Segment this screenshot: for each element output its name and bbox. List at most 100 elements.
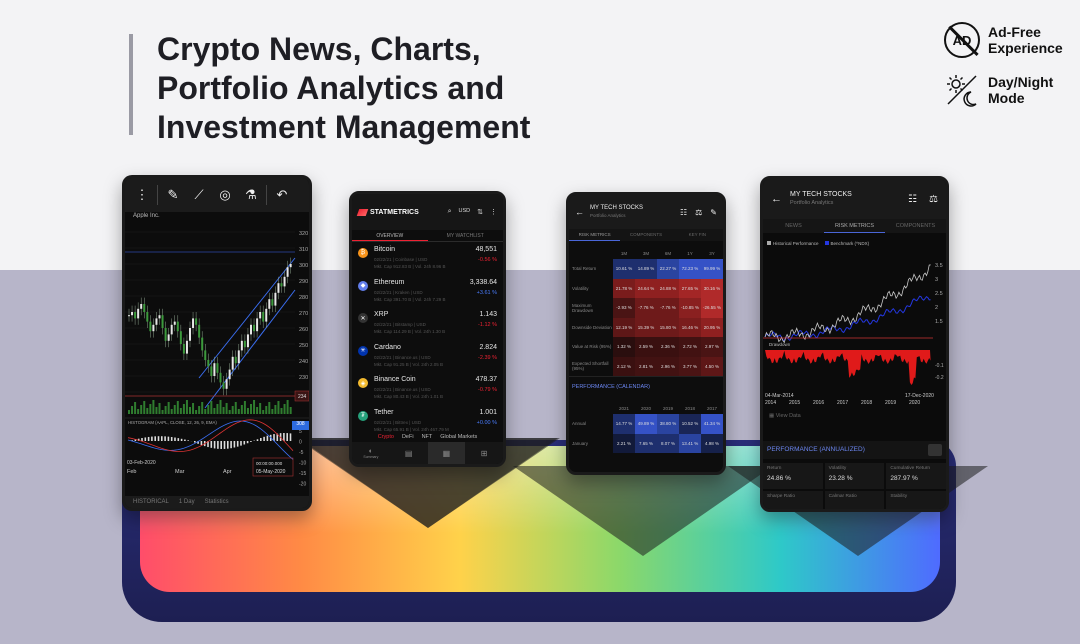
volume-bar: [170, 409, 173, 414]
chart-status-bar: HISTORICAL 1 Day Statistics: [125, 496, 309, 508]
feature-label: Day/Night Mode: [988, 74, 1054, 106]
grid-icon[interactable]: ⊞: [480, 448, 488, 458]
candle: [265, 308, 268, 322]
coin-row[interactable]: ₮ Tether 1.001 +0.00 % 02/22/21 | Bittre…: [352, 405, 503, 438]
volume-bar: [128, 410, 130, 414]
flask-icon[interactable]: ⚗: [245, 187, 257, 202]
filter-crypto[interactable]: Crypto: [377, 434, 394, 440]
coin-row[interactable]: ₿ Bitcoin 48,551 -0.56 % 02/22/21 | Coin…: [352, 242, 503, 275]
volume-bar: [216, 404, 219, 414]
volume-bar: [259, 403, 262, 414]
candle: [161, 315, 164, 328]
price-chart[interactable]: 320310300290280270260250240230220234HIST…: [125, 218, 309, 488]
y-tick: 270: [299, 311, 308, 317]
coin-row[interactable]: ◈ Binance Coin 478.37 -0.79 % 02/22/21 |…: [352, 372, 503, 405]
period-label: 1M: [620, 251, 628, 256]
year-label: 2020: [909, 400, 920, 406]
stat-label: Cumulative Return: [890, 466, 931, 471]
candle: [143, 304, 146, 312]
currency-selector[interactable]: USD: [458, 208, 471, 214]
status-historical[interactable]: HISTORICAL: [133, 499, 169, 505]
balance-scale-icon[interactable]: ⚖: [929, 193, 938, 205]
candle: [246, 334, 249, 348]
home-icon[interactable]: ◐ Summary: [363, 447, 379, 459]
y-tick: 320: [299, 231, 308, 237]
coin-source: 02/22/21 | Coinbase | USD: [374, 257, 428, 262]
candle: [167, 334, 170, 341]
filter-defi[interactable]: DeFi: [401, 434, 414, 440]
coin-name: Binance Coin: [374, 376, 416, 384]
coin-row[interactable]: ✳ Cardano 2.824 -2.39 % 02/22/21 | Binan…: [352, 340, 503, 373]
tab-components[interactable]: COMPONENTS: [895, 223, 936, 229]
coin-row[interactable]: ✕ XRP 1.143 -1.12 % 02/22/21 | Bitstamp …: [352, 307, 503, 340]
filter-nft[interactable]: NFT: [421, 434, 433, 440]
balance-scale-icon[interactable]: ⚖: [695, 207, 703, 217]
metric-cell: 10.61 %: [613, 259, 635, 279]
tab-key-fin[interactable]: KEY FIN: [688, 232, 707, 237]
metric-cell: 2.96 %: [657, 356, 679, 376]
volume-bar: [210, 401, 213, 414]
chart-toggle-button[interactable]: [928, 444, 942, 456]
histogram-bar: [263, 436, 265, 441]
candle: [146, 312, 149, 322]
stat-card: Volatility 23.28 %: [824, 463, 885, 489]
more-icon[interactable]: ⋮: [135, 187, 149, 202]
status-interval[interactable]: 1 Day: [178, 499, 195, 505]
volume-bar: [195, 410, 198, 414]
settings-sliders-icon[interactable]: ☷: [679, 207, 688, 217]
coin-icon: ₿: [358, 248, 368, 258]
histogram-bar: [144, 437, 147, 441]
more-icon[interactable]: ⋮: [490, 209, 497, 216]
tab-components[interactable]: COMPONENTS: [629, 232, 663, 237]
y-tick: 3: [935, 277, 938, 283]
coin-name: Bitcoin: [374, 246, 396, 253]
pencil-icon[interactable]: ✎: [167, 187, 179, 202]
stat-label: Volatility: [828, 466, 847, 471]
tab-watchlist[interactable]: MY WATCHLIST: [446, 233, 484, 239]
search-icon[interactable]: ⌕: [447, 208, 452, 215]
histogram-bar: [236, 441, 239, 447]
view-data-link[interactable]: ▦ View Data: [769, 413, 801, 419]
y-tick: 240: [299, 359, 308, 365]
filter-global-markets[interactable]: Global Markets: [440, 434, 478, 440]
volume-bar: [234, 402, 237, 414]
status-statistics[interactable]: Statistics: [204, 499, 229, 505]
performance-calendar-title: PERFORMANCE (CALENDAR): [569, 376, 723, 396]
year-label: 2017: [706, 406, 717, 411]
line-tool-icon[interactable]: ⟋: [194, 187, 204, 202]
coin-icon: ✕: [358, 313, 368, 324]
coin-row[interactable]: ◆ Ethereum 3,338.64 +3.61 % 02/22/21 | K…: [352, 275, 503, 308]
volume-bar: [176, 401, 179, 414]
volume-bar: [274, 405, 277, 414]
y-tick: 2: [935, 305, 938, 311]
spiral-icon[interactable]: ◎: [219, 187, 231, 202]
start-date: 03-Feb-2020: [127, 460, 156, 466]
y-tick: 250: [299, 343, 308, 349]
phone-crypto-screen: STATMETRICS ⌕ USD ⇅ ⋮ OVERVIEW MY WATCHL…: [349, 191, 506, 467]
back-icon[interactable]: ←: [771, 193, 782, 205]
app-header: ← MY TECH STOCKS Portfolio Analytics ☷ ⚖ …: [569, 195, 723, 229]
volume-bar: [161, 410, 164, 414]
metric-cell: 13.41 %: [679, 433, 701, 453]
settings-sliders-icon[interactable]: ☷: [908, 193, 918, 205]
tab-news[interactable]: NEWS: [785, 223, 802, 229]
tab-overview[interactable]: OVERVIEW: [352, 230, 428, 241]
coin-price: 3,338.64: [469, 278, 497, 286]
performance-chart[interactable]: 3.5 3 2.5 2 1.5 Drawdown -0.1 -0.2 04-Mar-2014 17…: [763, 249, 946, 409]
histogram-bar: [289, 433, 292, 441]
undo-icon[interactable]: ↶: [276, 187, 288, 202]
tab-risk-metrics[interactable]: RISK METRICS: [569, 229, 621, 241]
histogram-bar: [227, 441, 229, 449]
histogram-bar: [197, 441, 199, 444]
candle: [271, 299, 274, 306]
tab-risk-metrics[interactable]: RISK METRICS: [824, 219, 885, 233]
candle: [201, 337, 204, 351]
sort-icon[interactable]: ⇅: [477, 209, 483, 216]
back-icon[interactable]: ←: [575, 207, 584, 217]
feature-day-night: Day/Night Mode: [944, 72, 1053, 108]
news-icon[interactable]: ▤: [404, 448, 413, 458]
histogram-bar: [250, 441, 252, 442]
edit-icon[interactable]: ✎: [710, 207, 717, 217]
coin-name: Tether: [374, 408, 394, 416]
ticker-icon[interactable]: ▦: [427, 442, 466, 464]
